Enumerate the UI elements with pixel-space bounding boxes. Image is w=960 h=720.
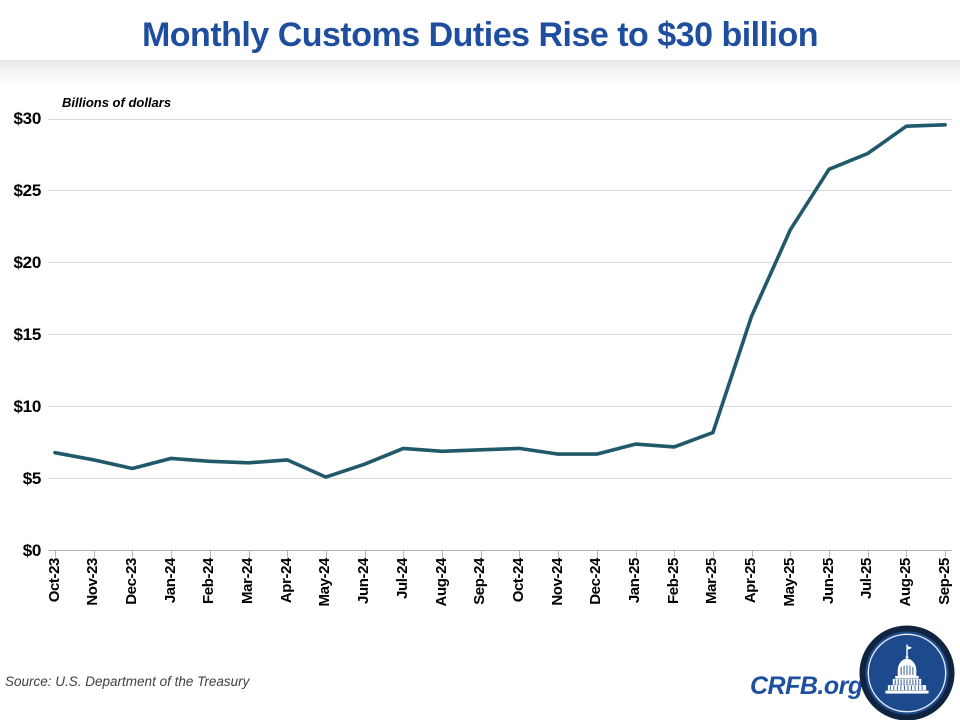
x-tick-label: Jul-24 (393, 558, 411, 599)
gridline-0 (48, 550, 952, 551)
x-tick-mark (829, 551, 830, 557)
x-tick-mark (55, 551, 56, 557)
x-tick-label: Nov-24 (548, 558, 566, 606)
x-tick-label: Nov-23 (84, 558, 102, 606)
x-tick-label: May-24 (316, 558, 334, 607)
gridline-10 (48, 406, 952, 408)
crfb-capitol-logo (859, 625, 955, 720)
x-tick-label: Oct-24 (509, 558, 527, 603)
x-tick-mark (596, 551, 598, 557)
x-tick-mark (712, 551, 714, 557)
x-tick-label: Feb-25 (664, 558, 682, 604)
x-tick-mark (945, 551, 947, 557)
x-tick-label: Aug-24 (432, 558, 450, 607)
x-tick-label: Aug-25 (896, 558, 914, 607)
x-tick-label: Dec-24 (587, 558, 605, 605)
x-tick-mark (906, 551, 908, 557)
x-tick-mark (867, 551, 869, 557)
x-tick-mark (790, 551, 792, 557)
x-tick-mark (635, 551, 637, 557)
x-tick-mark (93, 551, 95, 557)
chart-title: Monthly Customs Duties Rise to $30 billi… (141, 16, 819, 54)
x-tick-mark (403, 551, 405, 557)
x-tick-label: Oct-23 (45, 558, 63, 603)
gridline-30 (48, 118, 952, 120)
gridline-20 (48, 262, 952, 264)
logo-inner-ring (867, 633, 947, 713)
x-tick-label: Mar-24 (239, 558, 256, 604)
x-tick-mark (325, 551, 327, 557)
y-tick-label: $20 (13, 252, 42, 272)
x-tick-mark (674, 551, 676, 557)
x-tick-label: Jan-24 (161, 558, 179, 604)
x-tick-label: Feb-24 (200, 558, 218, 604)
y-tick-label: $0 (22, 540, 42, 560)
x-tick-mark (132, 551, 134, 557)
x-tick-mark (558, 551, 560, 557)
x-tick-label: Jan-25 (626, 558, 643, 604)
x-tick-mark (248, 551, 250, 557)
capitol-column-lines (889, 665, 923, 690)
x-tick-label: Mar-25 (703, 558, 721, 604)
x-tick-label: Apr-25 (742, 558, 760, 604)
x-tick-mark (480, 551, 482, 557)
x-tick-mark (442, 551, 443, 557)
x-tick-label: Dec-23 (122, 558, 140, 605)
y-tick-label: $10 (13, 396, 42, 416)
x-tick-label: Apr-24 (277, 558, 295, 604)
x-tick-mark (171, 551, 173, 557)
y-tick-label: $5 (22, 468, 42, 488)
crfb-org-label: CRFB.org (750, 672, 863, 700)
x-tick-label: Jul-25 (858, 558, 876, 599)
x-tick-mark (364, 551, 366, 557)
customs-duties-line (53, 123, 947, 479)
x-tick-label: Sep-24 (471, 558, 489, 605)
title-divider-gradient (0, 60, 960, 85)
x-tick-label: Jun-25 (819, 558, 837, 604)
y-tick-label: $25 (13, 180, 42, 200)
x-tick-mark (519, 551, 521, 557)
x-tick-mark (209, 551, 211, 557)
gridline-5 (48, 478, 952, 480)
gridline-15 (48, 334, 952, 336)
x-tick-label: May-25 (780, 558, 798, 607)
x-tick-label: Jun-24 (355, 558, 373, 604)
source-note: Source: U.S. Department of the Treasury (5, 674, 250, 689)
gridline-25 (48, 190, 952, 192)
y-axis-title: Billions of dollars (62, 95, 172, 110)
x-tick-mark (751, 551, 753, 557)
y-tick-label: $30 (13, 109, 42, 128)
x-tick-mark (287, 551, 289, 557)
x-tick-label: Sep-25 (935, 558, 953, 605)
y-tick-label: $15 (13, 324, 42, 344)
